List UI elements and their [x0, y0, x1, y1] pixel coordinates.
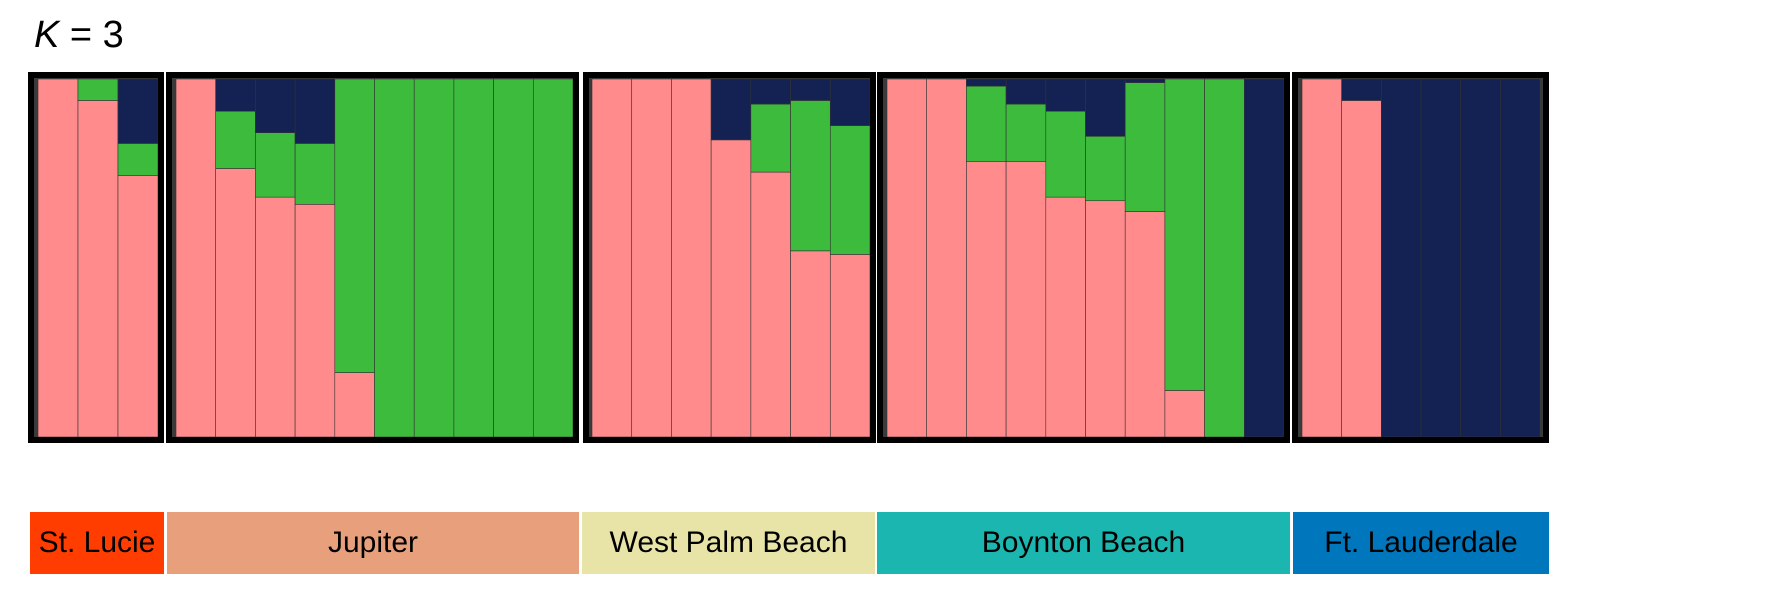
bar-segment-cluster-3 [1341, 78, 1382, 101]
bar-segment-cluster-2 [215, 110, 256, 169]
bar-segment-cluster-2 [117, 143, 159, 176]
bar-segment-cluster-2 [453, 78, 494, 438]
population-label: Ft. Lauderdale [1293, 512, 1549, 574]
bar-segment-cluster-1 [966, 161, 1007, 438]
bar-segment-cluster-2 [1045, 110, 1086, 198]
bar-segment-cluster-2 [1085, 135, 1126, 202]
population-label: West Palm Beach [582, 512, 875, 574]
population-label: Boynton Beach [877, 512, 1290, 574]
bar-segment-cluster-2 [493, 78, 534, 438]
bar-segment-cluster-3 [750, 78, 791, 105]
bar-segment-cluster-1 [829, 254, 871, 438]
bar-segment-cluster-3 [255, 78, 296, 134]
bar-segment-cluster-3 [1005, 78, 1047, 105]
bar-segment-cluster-3 [215, 78, 256, 112]
bar-segment-cluster-1 [77, 100, 119, 438]
bar-segment-cluster-2 [77, 78, 119, 101]
bar-segment-cluster-1 [1164, 390, 1205, 438]
bar-segment-cluster-1 [926, 78, 967, 438]
bar-segment-cluster-2 [966, 85, 1007, 162]
population-frame [1292, 72, 1549, 443]
bar-segment-cluster-3 [1500, 78, 1541, 438]
bar-segment-cluster-2 [294, 143, 336, 205]
bar-segment-cluster-3 [1045, 78, 1086, 112]
k-value: = 3 [59, 14, 124, 56]
population-frame [877, 72, 1290, 443]
bar-segment-cluster-1 [255, 196, 296, 438]
bar-segment-cluster-3 [1124, 78, 1166, 83]
bar-segment-cluster-1 [175, 78, 217, 438]
bar-segment-cluster-3 [1381, 78, 1422, 438]
bar-segment-cluster-1 [1005, 161, 1047, 438]
bar-segment-cluster-3 [1244, 78, 1285, 438]
bar-segment-cluster-1 [117, 175, 159, 438]
bar-segment-cluster-3 [829, 78, 871, 126]
bar-segment-cluster-1 [591, 78, 633, 438]
bar-segment-cluster-1 [334, 372, 375, 438]
chart-title: K = 3 [34, 14, 124, 57]
bar-segment-cluster-3 [294, 78, 336, 144]
population-label: Jupiter [167, 512, 579, 574]
bar-segment-cluster-1 [710, 139, 752, 438]
bar-segment-cluster-2 [829, 125, 871, 255]
bar-segment-cluster-1 [886, 78, 928, 438]
bar-segment-cluster-2 [1164, 78, 1205, 391]
bar-segment-cluster-2 [255, 132, 296, 198]
bar-segment-cluster-2 [1124, 82, 1166, 212]
bar-segment-cluster-1 [294, 204, 336, 438]
bar-segment-cluster-1 [1301, 78, 1342, 438]
bar-segment-cluster-2 [413, 78, 455, 438]
population-frame [583, 72, 876, 443]
k-variable: K [34, 14, 60, 56]
population-frame [28, 72, 164, 443]
bar-segment-cluster-2 [532, 78, 574, 438]
bar-segment-cluster-3 [1420, 78, 1461, 438]
bar-segment-cluster-3 [966, 78, 1007, 87]
bar-segment-cluster-1 [750, 171, 791, 438]
population-label: St. Lucie [30, 512, 164, 574]
bar-segment-cluster-3 [1460, 78, 1501, 438]
population-frame [166, 72, 579, 443]
bar-segment-cluster-2 [1204, 78, 1245, 438]
bar-segment-cluster-3 [790, 78, 831, 101]
bar-segment-cluster-1 [671, 78, 712, 438]
bar-segment-cluster-1 [1124, 211, 1166, 438]
bar-segment-cluster-3 [1085, 78, 1126, 137]
bar-segment-cluster-2 [1005, 103, 1047, 162]
bar-segment-cluster-2 [374, 78, 415, 438]
bar-segment-cluster-1 [215, 168, 256, 438]
bar-segment-cluster-1 [37, 78, 79, 438]
bar-segment-cluster-1 [790, 250, 831, 438]
bar-segment-cluster-3 [117, 78, 159, 144]
bar-segment-cluster-2 [750, 103, 791, 173]
bar-segment-cluster-2 [790, 100, 831, 252]
bar-segment-cluster-3 [710, 78, 752, 141]
bar-segment-cluster-1 [631, 78, 672, 438]
bar-segment-cluster-1 [1085, 200, 1126, 438]
bar-segment-cluster-2 [334, 78, 375, 373]
bar-segment-cluster-1 [1341, 100, 1382, 438]
bar-segment-cluster-1 [1045, 196, 1086, 438]
